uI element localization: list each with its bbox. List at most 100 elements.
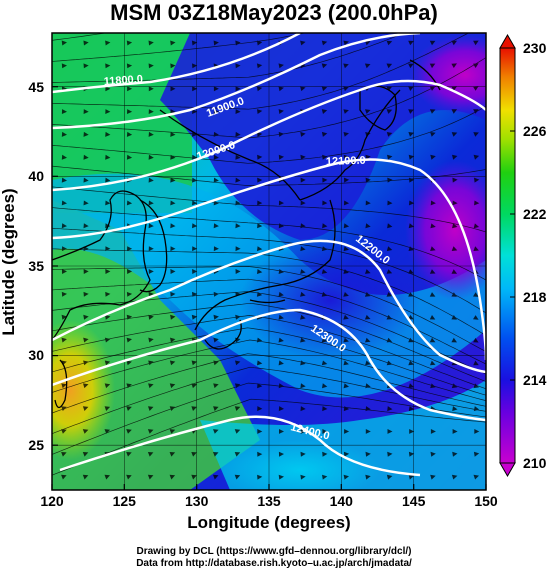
wind-arrow (429, 40, 436, 46)
wind-arrow (343, 63, 349, 69)
wind-arrow (451, 315, 457, 320)
wind-arrow (192, 269, 198, 274)
wind-arrow (257, 429, 263, 434)
wind-arrow (322, 154, 328, 160)
wind-arrow (213, 131, 219, 137)
wind-arrow (386, 86, 393, 91)
wind-arrow (235, 86, 241, 92)
wind-arrow (126, 40, 133, 46)
wind-arrow (429, 337, 436, 343)
wind-arrow (148, 63, 154, 69)
wind-arrow (321, 360, 328, 366)
wind-arrow (213, 40, 219, 46)
wind-arrow (430, 154, 436, 160)
wind-arrow (170, 40, 176, 46)
wind-arrow (430, 474, 436, 480)
wind-arrow (473, 383, 479, 389)
wind-arrow (148, 200, 154, 206)
wind-arrow (170, 269, 176, 274)
wind-arrow (429, 109, 436, 114)
wind-arrow (408, 451, 415, 457)
wind-arrow (191, 452, 197, 457)
wind-arrow (83, 177, 89, 183)
wind-arrow (235, 291, 241, 297)
wind-arrow (386, 292, 393, 297)
wind-arrow (126, 406, 132, 411)
wind-arrow (257, 383, 263, 389)
streamline (52, 165, 486, 186)
wind-arrow (213, 177, 219, 183)
wind-arrow (213, 223, 219, 229)
wind-arrow (148, 269, 154, 274)
wind-arrow (343, 246, 349, 252)
wind-arrow (409, 200, 415, 206)
wind-arrow (148, 154, 154, 160)
wind-arrow (192, 200, 198, 206)
map-title: MSM 03Z18May2023 (200.0hPa) (110, 0, 438, 25)
wind-arrow (451, 132, 458, 137)
wind-arrow (257, 200, 263, 206)
y-axis (52, 86, 58, 446)
wind-arrow (256, 40, 263, 46)
colorbar-tick-label: 226 (523, 123, 547, 139)
wind-arrow (104, 360, 111, 366)
streamline (52, 366, 486, 435)
wind-arrow (148, 246, 154, 252)
wind-arrow (213, 86, 219, 92)
wind-arrow (386, 132, 393, 137)
wind-arrow (148, 337, 154, 343)
wind-arrow (257, 109, 263, 114)
wind-arrow (126, 337, 132, 343)
wind-arrow (387, 406, 393, 412)
wind-arrow (343, 269, 349, 274)
wind-arrow (386, 269, 393, 274)
wind-arrow (343, 337, 349, 343)
wind-arrow (105, 177, 111, 183)
streamline (52, 302, 486, 382)
wind-arrow (61, 337, 67, 343)
wind-arrow (213, 246, 219, 252)
wind-arrow (343, 314, 349, 320)
wind-arrow (343, 154, 349, 160)
wind-arrow (127, 269, 133, 274)
wind-arrow (257, 223, 263, 229)
wind-arrow (386, 474, 393, 480)
wind-arrow (213, 314, 219, 320)
wind-arrow (192, 291, 198, 297)
streamline (52, 315, 486, 390)
wind-arrow (234, 474, 241, 480)
wind-arrow (300, 269, 306, 274)
wind-arrow (365, 337, 371, 343)
wind-arrow (147, 474, 154, 480)
colorbar-tick-label: 210 (523, 455, 547, 471)
wind-arrow (343, 223, 350, 229)
wind-arrow (386, 109, 393, 114)
wind-arrow (300, 429, 306, 434)
wind-arrow (473, 246, 479, 251)
wind-arrow (321, 246, 328, 252)
wind-arrow (321, 269, 328, 274)
wind-arrow (278, 154, 284, 160)
wind-arrow (105, 246, 111, 252)
wind-arrow (365, 246, 371, 252)
wind-arrow (235, 177, 241, 183)
streamline (52, 278, 486, 365)
wind-arrow (61, 177, 67, 183)
wind-arrow (170, 177, 176, 183)
wind-arrow (126, 200, 133, 206)
wind-arrow (278, 131, 284, 137)
wind-arrow (278, 451, 284, 457)
wind-arrow (408, 63, 414, 69)
wind-arrow (83, 63, 89, 69)
wind-arrow (321, 109, 328, 114)
wind-arrow (126, 314, 133, 320)
wind-arrow (300, 200, 306, 206)
wind-arrow (408, 246, 414, 251)
wind-arrow (61, 360, 67, 366)
wind-arrow (322, 200, 328, 206)
wind-arrow (83, 109, 89, 114)
wind-arrow (169, 406, 176, 411)
wind-arrow (61, 291, 67, 297)
wind-arrow (365, 132, 371, 137)
wind-arrow (365, 429, 371, 434)
